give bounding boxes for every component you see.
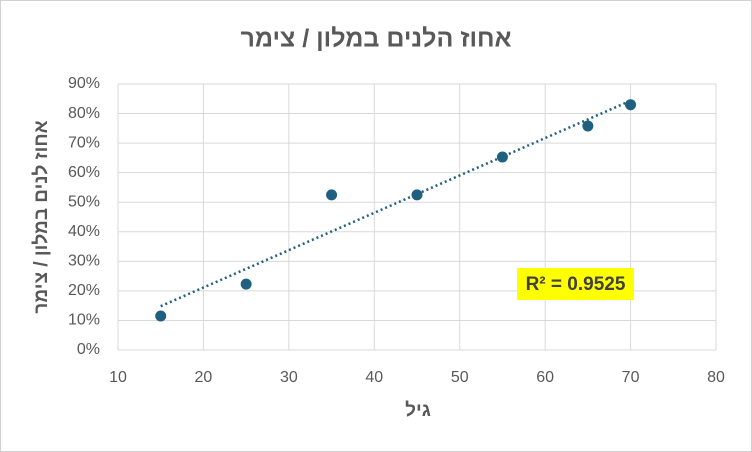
x-tick-label: 30: [280, 369, 298, 386]
y-tick-label: 30%: [68, 253, 100, 270]
y-tick-label: 40%: [68, 223, 100, 240]
x-tick-label: 70: [622, 369, 640, 386]
trendline: [160, 99, 632, 308]
data-point: [326, 189, 338, 201]
data-point: [240, 278, 252, 290]
x-tick-label: 40: [365, 369, 383, 386]
data-point: [411, 189, 423, 201]
x-tick-label: 50: [451, 369, 469, 386]
data-point: [582, 120, 594, 132]
y-tick-label: 70%: [68, 134, 100, 151]
y-tick-label: 90%: [68, 75, 100, 92]
x-tick-label: 60: [536, 369, 554, 386]
y-tick-label: 10%: [68, 312, 100, 329]
data-point: [496, 151, 508, 163]
y-tick-label: 0%: [77, 341, 100, 358]
x-tick-label: 10: [109, 369, 127, 386]
annotation-box: [517, 268, 634, 300]
data-point: [625, 99, 637, 111]
x-tick-label: 20: [195, 369, 213, 386]
y-axis-label: אחוז לנים במלון / צימר: [31, 120, 52, 313]
y-tick-label: 20%: [68, 282, 100, 299]
annotation: R² = 0.9525: [526, 274, 626, 295]
y-tick-label: 80%: [68, 105, 100, 122]
data-point: [155, 310, 167, 322]
x-axis-label: גיל: [405, 400, 431, 421]
y-tick-label: 50%: [68, 193, 100, 210]
x-tick-label: 80: [707, 369, 725, 386]
y-tick-label: 60%: [68, 164, 100, 181]
chart-title: אחוז הלנים במלון / צימר: [240, 25, 511, 53]
